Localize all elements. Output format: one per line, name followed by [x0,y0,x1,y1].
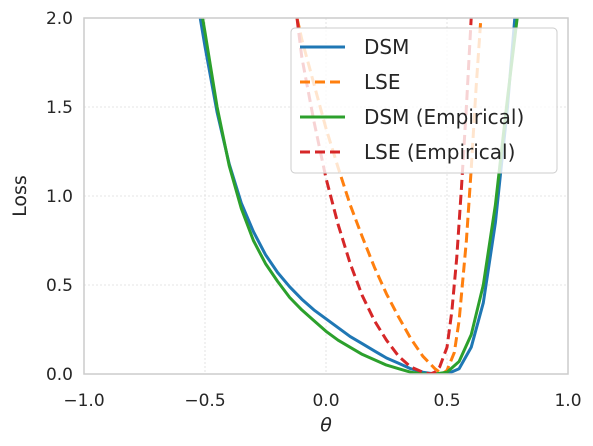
x-tick-label-1: −0.5 [184,391,225,411]
y-tick-label-4: 2.0 [46,9,73,29]
legend-label-1: LSE [364,70,400,94]
series-line-0 [198,18,517,374]
legend-label-0: DSM [364,35,409,59]
legend: DSM LSE DSM (Empirical) LSE (Empirical) [290,27,558,174]
x-tick-label-2: 0.0 [312,391,339,411]
legend-label-2: DSM (Empirical) [364,105,524,129]
y-tick-label-1: 0.5 [46,276,73,296]
x-axis-label: θ [320,414,332,436]
legend-box [290,27,558,174]
x-tick-label-3: 0.5 [433,391,460,411]
x-tick-label-4: 1.0 [554,391,581,411]
y-axis-label: Loss [9,175,31,217]
y-tick-label-2: 1.0 [46,187,73,207]
y-tick-label-0: 0.0 [46,365,73,385]
plot-frame [83,17,569,375]
tick-labels: −1.0 −0.5 0.0 0.5 1.0 0.0 0.5 1.0 1.5 2.0 [46,9,582,411]
x-tick-label-0: −1.0 [63,391,104,411]
y-tick-label-3: 1.5 [46,98,73,118]
series-line-3 [295,18,473,374]
legend-label-3: LSE (Empirical) [364,140,515,164]
series-line-2 [201,18,519,374]
